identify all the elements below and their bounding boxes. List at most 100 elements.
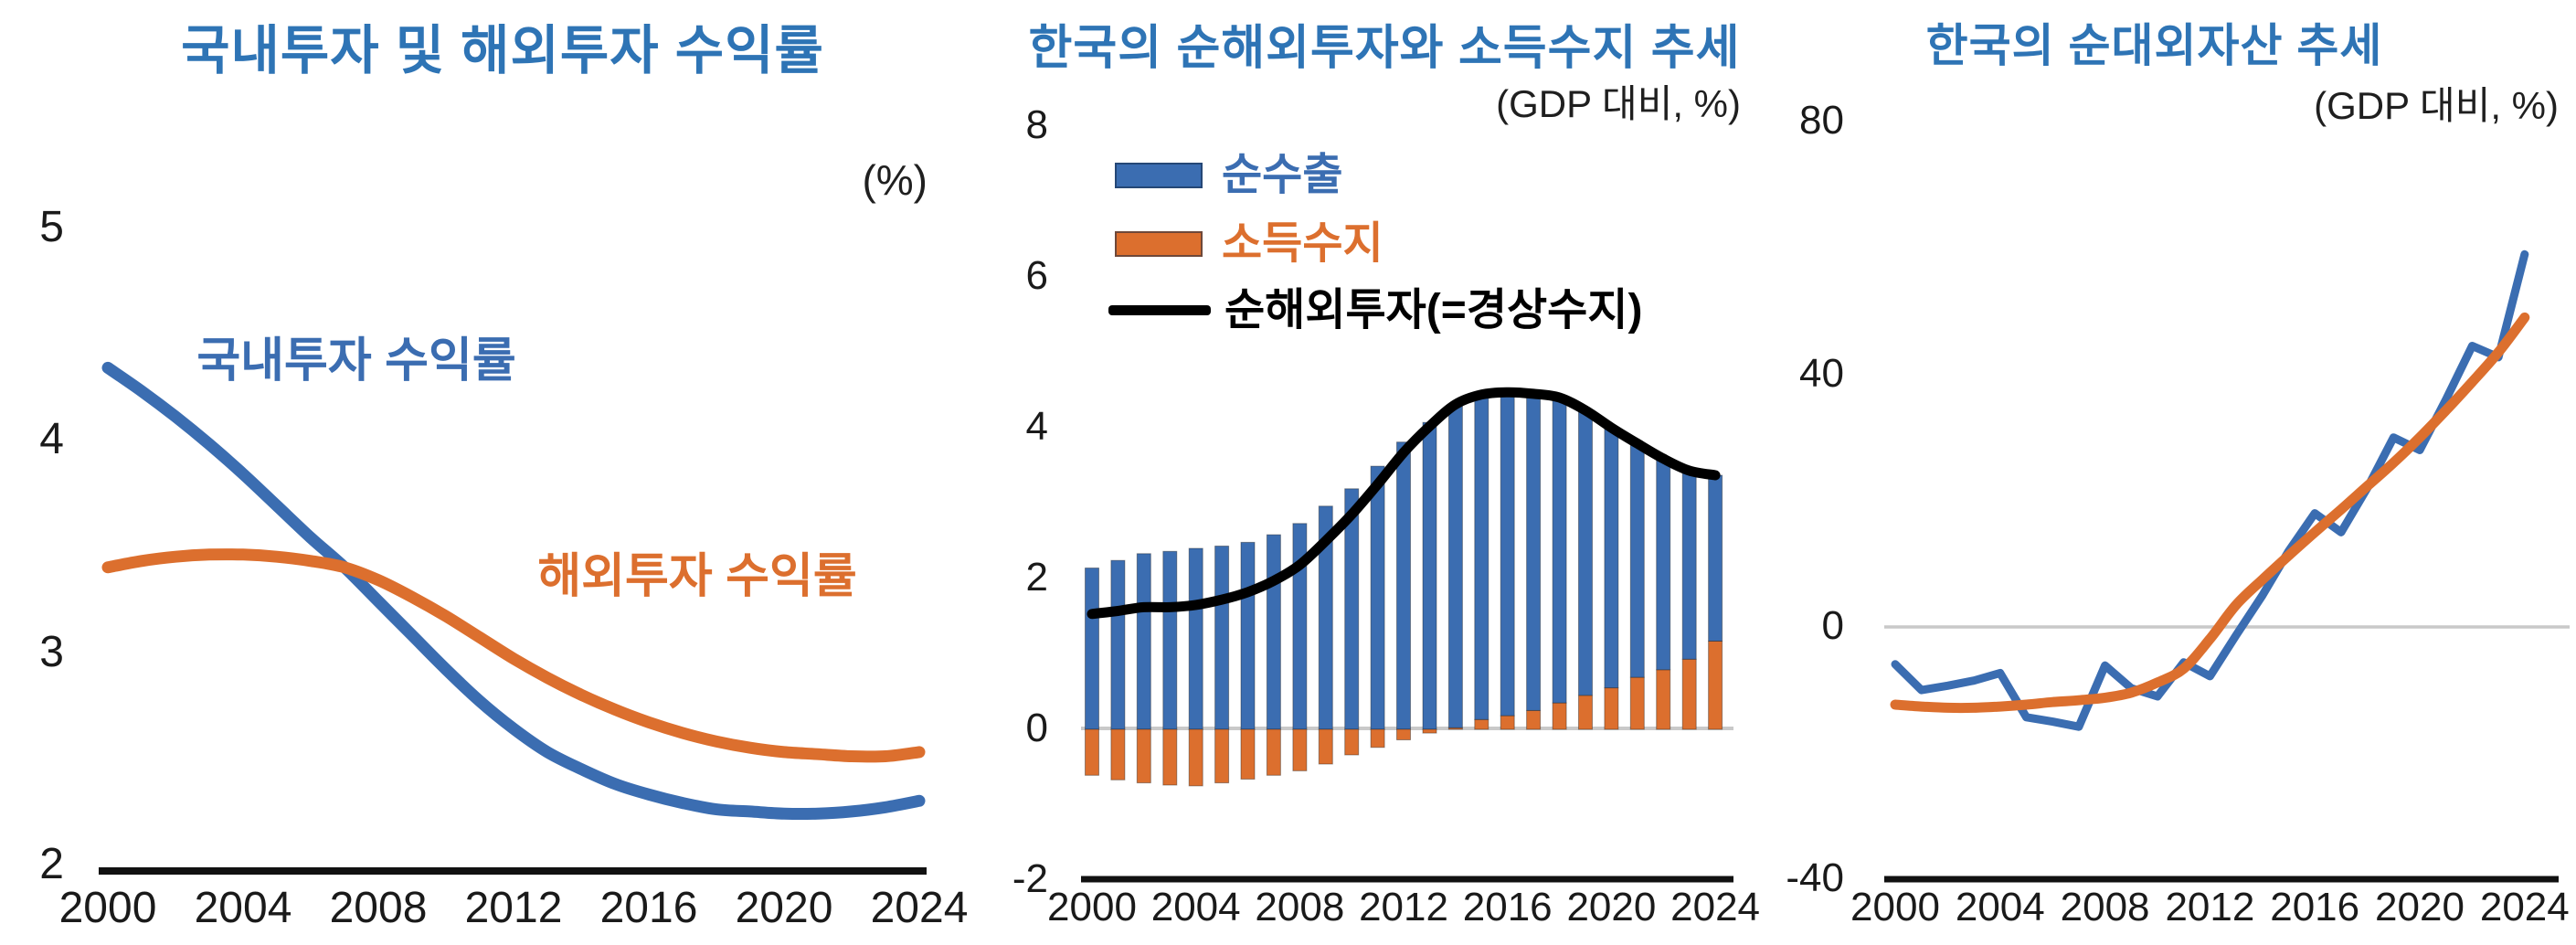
right-chart-title: 한국의 순대외자산 추세 — [1925, 20, 2383, 71]
income-balance-bar — [1422, 728, 1437, 734]
middle-chart-title: 한국의 순해외투자와 소득수지 추세 — [1028, 22, 1741, 75]
income-balance-bar — [1629, 676, 1645, 730]
net-exports-bar — [1526, 393, 1542, 711]
income-balance-bar — [1708, 641, 1723, 730]
income-balance-bar — [1085, 728, 1099, 776]
legend-swatch-income-balance — [1115, 231, 1203, 257]
right-chart-graphics — [1884, 250, 2570, 883]
y-tick-label: 2 — [1025, 555, 1048, 600]
middle-chart-graphics — [1081, 387, 1733, 883]
x-tick-label: 2016 — [2270, 885, 2360, 929]
x-tick-label: 2024 — [870, 884, 969, 932]
net-exports-bar — [1110, 559, 1126, 730]
income-balance-bar — [1292, 728, 1308, 771]
net-exports-bar — [1240, 541, 1256, 730]
y-tick-label: 2 — [39, 840, 64, 888]
y-tick-label: 8 — [1025, 102, 1048, 147]
income-balance-bar — [1162, 728, 1178, 786]
x-tick-label: 2008 — [2060, 885, 2150, 929]
y-tick-label: 40 — [1799, 350, 1844, 396]
y-tick-label: 0 — [1821, 603, 1844, 648]
x-tick-label: 2000 — [1850, 885, 1940, 929]
net-exports-bar — [1422, 421, 1437, 730]
net-exports-bar — [1552, 397, 1567, 704]
income-balance-bar — [1656, 669, 1671, 730]
x-tick-label: 2008 — [1255, 885, 1345, 929]
net-exports-bar — [1474, 394, 1489, 720]
y-tick-label: 5 — [39, 203, 64, 252]
income-balance-bar — [1604, 687, 1619, 730]
income-balance-bar — [1318, 728, 1333, 765]
y-tick-label: -40 — [1786, 855, 1844, 901]
x-tick-label: 2020 — [2375, 885, 2465, 929]
net-exports-bar — [1266, 534, 1281, 730]
middle-chart-unit-label: (GDP 대비, %) — [1496, 82, 1741, 125]
right-chart-unit-label: (GDP 대비, %) — [2314, 84, 2559, 127]
x-tick-label: 2004 — [1150, 885, 1241, 929]
left-chart-unit-label: (%) — [862, 156, 928, 204]
net-exports-bar — [1396, 441, 1411, 730]
x-tick-label: 2000 — [58, 884, 157, 932]
trend-line — [1890, 312, 2530, 714]
legend-swatch-net-exports — [1115, 163, 1203, 188]
legend-label-income-balance: 소득수지 — [1222, 219, 1383, 268]
net-exports-bar — [1681, 470, 1697, 660]
x-tick-label: 2012 — [1359, 885, 1448, 929]
legend-label-current-account: 순해외투자(=경상수지) — [1224, 286, 1643, 334]
y-tick-label: -2 — [1012, 856, 1048, 901]
income-balance-bar — [1370, 728, 1385, 749]
x-tick-label: 2012 — [464, 884, 563, 932]
income-balance-bar — [1188, 728, 1203, 787]
net-exports-bar — [1578, 409, 1593, 696]
income-balance-bar — [1396, 728, 1411, 740]
x-tick-label: 2016 — [599, 884, 698, 932]
income-balance-bar — [1578, 695, 1593, 730]
left-domestic-series-label: 국내투자 수익률 — [196, 334, 516, 388]
y-tick-label: 0 — [1025, 706, 1048, 750]
x-tick-label: 2004 — [194, 884, 292, 932]
net-exports-bar — [1085, 568, 1099, 730]
y-tick-label: 3 — [39, 627, 64, 676]
net-exports-bar — [1629, 442, 1645, 678]
net-exports-bar — [1370, 465, 1385, 730]
y-tick-label: 6 — [1025, 253, 1048, 298]
x-tick-label: 2000 — [1047, 885, 1137, 929]
net-external-assets-line — [1891, 250, 2529, 731]
net-exports-bar — [1214, 546, 1230, 730]
net-exports-bar — [1447, 403, 1463, 728]
income-balance-bar — [1136, 728, 1151, 784]
income-balance-bar — [1526, 709, 1542, 730]
net-exports-bar — [1162, 550, 1178, 730]
income-balance-bar — [1552, 702, 1567, 730]
income-balance-bar — [1266, 728, 1281, 776]
x-tick-label: 2008 — [329, 884, 428, 932]
y-tick-label: 4 — [1025, 404, 1048, 449]
legend-line-current-account — [1108, 305, 1211, 315]
income-balance-bar — [1214, 728, 1230, 784]
y-tick-label: 4 — [39, 415, 64, 464]
income-balance-bar — [1344, 728, 1360, 756]
net-exports-bar — [1656, 458, 1671, 671]
income-balance-bar — [1681, 658, 1697, 730]
income-balance-bar — [1500, 715, 1515, 730]
x-tick-label: 2020 — [735, 884, 833, 932]
left-overseas-series-label: 해외투자 수익률 — [537, 550, 857, 603]
x-tick-label: 2020 — [1566, 885, 1657, 929]
legend-label-net-exports: 순수출 — [1222, 151, 1343, 199]
left-chart-graphics — [99, 361, 927, 875]
overseas-return-line — [101, 548, 926, 763]
net-exports-bar — [1500, 391, 1515, 717]
y-tick-label: 80 — [1799, 98, 1844, 143]
x-tick-label: 2024 — [1670, 885, 1761, 929]
x-tick-label: 2016 — [1462, 885, 1553, 929]
x-tick-label: 2024 — [2479, 885, 2570, 929]
income-balance-bar — [1447, 727, 1463, 730]
left-chart-title: 국내투자 및 해외투자 수익률 — [181, 21, 824, 80]
income-balance-bar — [1240, 728, 1256, 780]
net-exports-bar — [1604, 427, 1619, 689]
x-tick-label: 2004 — [1955, 885, 2045, 929]
net-exports-bar — [1136, 553, 1151, 730]
current-account-line — [1087, 387, 1721, 620]
